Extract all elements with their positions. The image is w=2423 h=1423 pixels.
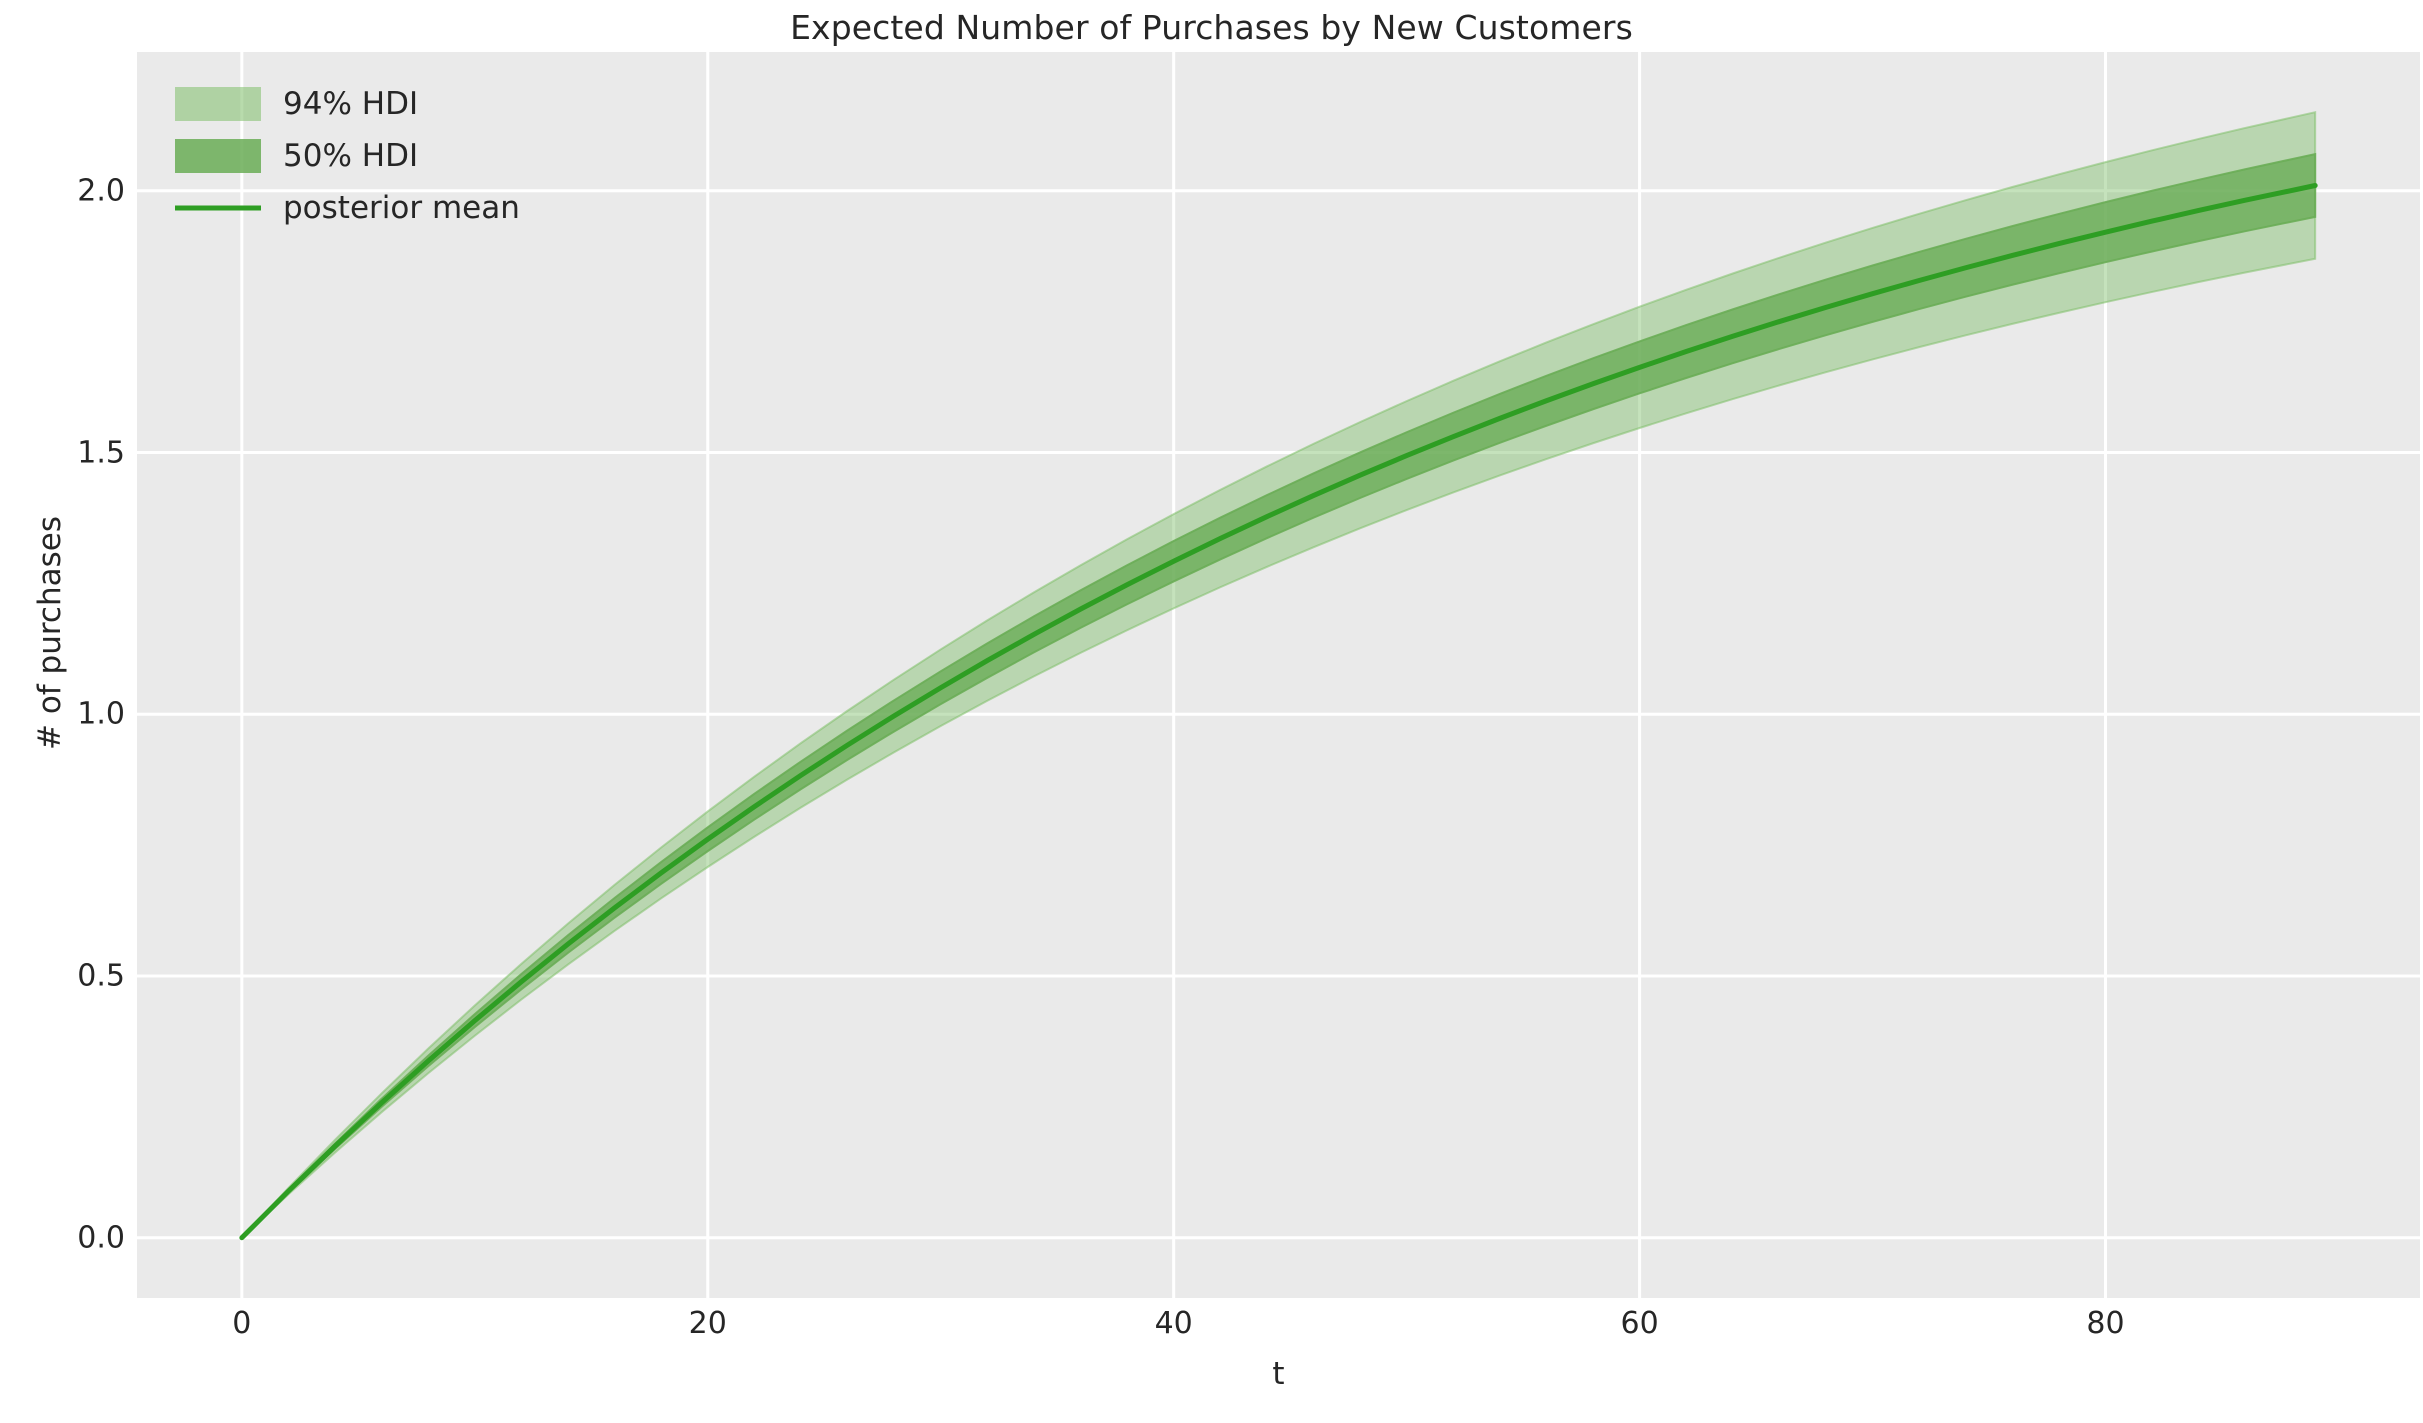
legend-swatch-hdi-94: [175, 87, 261, 121]
y-tick-label: 2.0: [77, 173, 125, 209]
y-tick-label: 1.0: [77, 696, 125, 732]
y-tick-label: 0.0: [77, 1220, 125, 1256]
x-tick-label: 20: [688, 1306, 727, 1341]
x-tick-label: 40: [1154, 1306, 1193, 1341]
legend-swatch-hdi-50: [175, 139, 261, 173]
x-tick-label: 0: [232, 1306, 252, 1341]
legend-item-posterior-mean[interactable]: posterior mean: [175, 182, 520, 234]
legend-item-hdi-50[interactable]: 50% HDI: [175, 130, 520, 182]
y-axis-label: # of purchases: [32, 516, 68, 751]
chart-svg: [137, 52, 2420, 1298]
plot-area: [137, 52, 2420, 1298]
chart-legend: 94% HDI 50% HDI posterior mean: [175, 78, 520, 234]
y-tick-label: 0.5: [77, 958, 125, 994]
y-tick-label: 1.5: [77, 435, 125, 470]
x-tick-label: 80: [2086, 1306, 2125, 1341]
x-tick-label: 60: [1620, 1306, 1659, 1341]
legend-item-hdi-94[interactable]: 94% HDI: [175, 78, 520, 130]
x-axis-label: t: [1272, 1356, 1285, 1392]
plot-panel: [137, 52, 2420, 1298]
chart-title: Expected Number of Purchases by New Cust…: [790, 8, 1633, 47]
gridlines: [137, 52, 2420, 1298]
legend-label-hdi-94: 94% HDI: [283, 86, 419, 122]
posterior-mean-line: [239, 183, 2318, 1241]
legend-label-hdi-50: 50% HDI: [283, 138, 419, 174]
legend-label-posterior-mean: posterior mean: [283, 190, 520, 226]
legend-line-posterior-mean: [175, 191, 261, 225]
